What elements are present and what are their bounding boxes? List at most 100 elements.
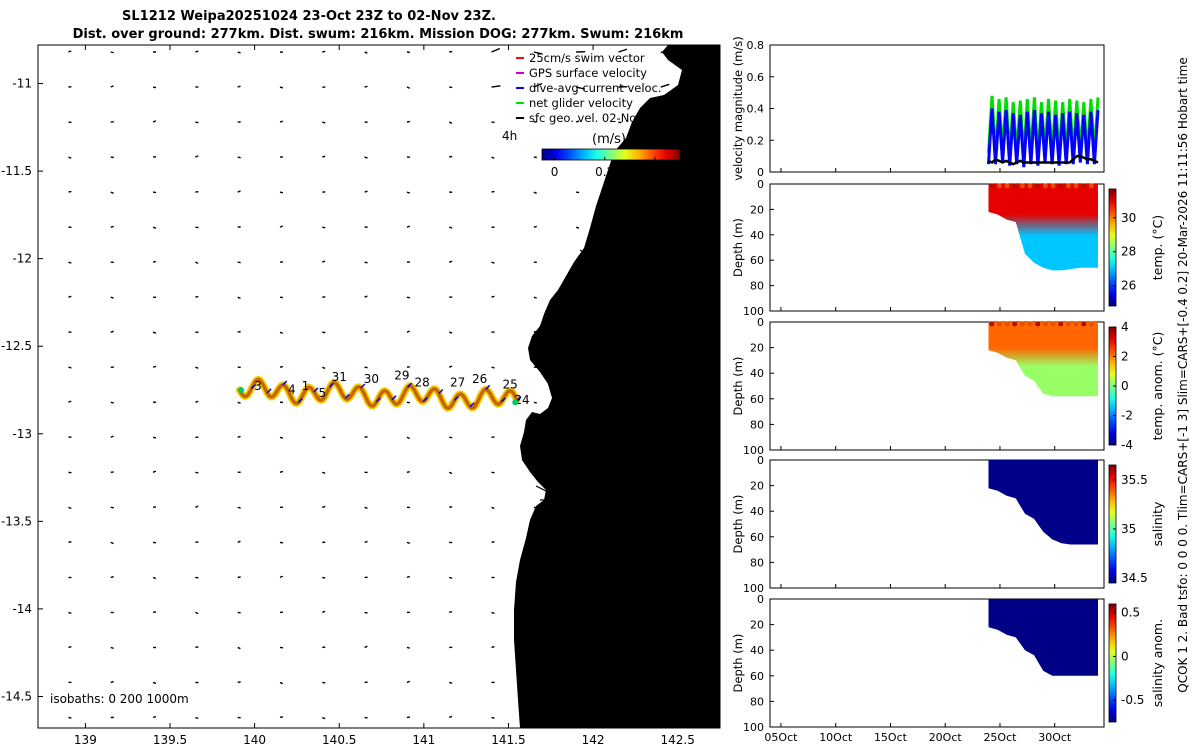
current-vector bbox=[575, 120, 580, 123]
temperature-surface-sample bbox=[1065, 183, 1071, 189]
current-vector bbox=[279, 120, 284, 123]
current-vector bbox=[533, 401, 537, 404]
current-vector bbox=[279, 541, 284, 544]
time-tick-label: 30Oct bbox=[1038, 731, 1072, 744]
current-vector bbox=[195, 471, 199, 474]
current-vector bbox=[110, 296, 114, 299]
current-vector bbox=[364, 190, 368, 193]
current-vector bbox=[152, 226, 157, 229]
dive-avg-vector bbox=[453, 395, 460, 401]
depth-tick-label: 20 bbox=[750, 619, 764, 632]
current-vector bbox=[110, 576, 114, 579]
depth-tick-label: 20 bbox=[750, 203, 764, 216]
current-vector bbox=[449, 576, 453, 579]
dive-avg-vector bbox=[329, 382, 335, 388]
current-vector bbox=[195, 121, 199, 124]
current-vector bbox=[364, 51, 368, 54]
y-tick-label: -14.5 bbox=[1, 689, 32, 703]
current-vector bbox=[491, 645, 495, 649]
velocity-y-tick-label: 0 bbox=[757, 166, 764, 179]
current-vector bbox=[152, 365, 157, 368]
current-vector bbox=[364, 85, 368, 88]
temperature-anomaly-surface-sample bbox=[1027, 321, 1033, 327]
current-vector bbox=[195, 505, 199, 508]
depth-tick-label: 80 bbox=[750, 418, 764, 431]
current-vector bbox=[195, 155, 199, 158]
isobaths-label: isobaths: 0 200 1000m bbox=[50, 692, 189, 706]
x-tick-label: 142 bbox=[582, 733, 605, 747]
depth-tick-label: 100 bbox=[743, 582, 764, 595]
current-vector bbox=[152, 436, 157, 439]
dive-avg-vector bbox=[344, 393, 350, 399]
current-vector bbox=[279, 225, 284, 228]
coastline-features bbox=[535, 249, 597, 501]
y-tick-label: -14 bbox=[12, 602, 32, 616]
x-tick-label: 141 bbox=[412, 733, 435, 747]
current-vector bbox=[68, 400, 72, 403]
track-day-label: 29 bbox=[394, 368, 409, 382]
current-vector bbox=[110, 330, 114, 333]
current-vector bbox=[491, 541, 495, 544]
current-vector bbox=[449, 610, 453, 614]
current-vector bbox=[68, 295, 72, 298]
salinity-anomaly-panel: 0 20 40 60 80 100 Depth (m) -0.5 0 0.5 salinity an… bbox=[731, 593, 1165, 734]
current-vector bbox=[364, 435, 368, 438]
dive-avg-vector bbox=[266, 388, 272, 394]
legend-label: dive-avg current veloc. bbox=[529, 81, 662, 95]
temperature-anomaly-data-region bbox=[988, 322, 1098, 397]
x-tick-label: 141.5 bbox=[491, 733, 525, 747]
depth-tick-label: 100 bbox=[743, 444, 764, 457]
current-vector bbox=[110, 85, 114, 88]
track-day-label: 3 bbox=[254, 379, 262, 393]
temperature-anomaly-colorbar-tick-label: 2 bbox=[1121, 350, 1129, 364]
current-vector bbox=[449, 226, 453, 229]
temperature-anomaly-surface-sample bbox=[1004, 321, 1010, 327]
track-day-label: 25 bbox=[503, 377, 518, 391]
depth-tick-label: 0 bbox=[757, 593, 764, 606]
current-vector bbox=[237, 435, 241, 438]
dive-avg-vector bbox=[313, 387, 319, 393]
current-vector bbox=[448, 121, 453, 124]
current-vector bbox=[110, 401, 114, 404]
velocity-y-tick-label: 0.4 bbox=[747, 103, 765, 116]
temperature-surface-sample bbox=[1004, 183, 1010, 189]
current-vector bbox=[448, 471, 453, 475]
current-vector bbox=[237, 401, 241, 404]
depth-tick-label: 60 bbox=[750, 531, 764, 544]
current-vector bbox=[152, 470, 157, 473]
temperature-surface-sample bbox=[1081, 183, 1087, 189]
depth-tick-label: 0 bbox=[757, 454, 764, 467]
map-colorbar-tick-label: 0 bbox=[551, 165, 559, 179]
current-vector bbox=[322, 471, 326, 474]
current-vector bbox=[406, 296, 411, 299]
current-vector bbox=[152, 260, 157, 263]
current-vector bbox=[279, 86, 284, 89]
current-vector bbox=[406, 680, 410, 684]
current-vector bbox=[406, 575, 410, 579]
glider-track: 24 25 26 27 28 29 30 31 14 5 3 bbox=[235, 368, 530, 412]
current-vector bbox=[448, 715, 453, 719]
current-vector bbox=[533, 296, 537, 299]
current-vector bbox=[618, 48, 628, 53]
current-vector bbox=[68, 50, 72, 53]
current-vector bbox=[533, 82, 543, 88]
current-vector bbox=[322, 505, 326, 509]
current-vector bbox=[195, 261, 199, 264]
time-tick-label: 25Oct bbox=[983, 731, 1017, 744]
legend-label: sfc geo. vel. 02-Nov-2025 bbox=[529, 111, 676, 125]
dive-avg-vector bbox=[360, 383, 366, 389]
temperature-anomaly-surface-sample bbox=[989, 321, 995, 327]
dive-avg-vector bbox=[422, 396, 428, 402]
corner-label: 4h bbox=[502, 129, 517, 143]
current-vector bbox=[68, 156, 72, 159]
temperature-y-label: Depth (m) bbox=[731, 218, 745, 277]
current-vector bbox=[533, 191, 537, 194]
dive-avg-vector bbox=[500, 397, 506, 403]
depth-tick-label: 100 bbox=[743, 305, 764, 318]
current-vector bbox=[406, 225, 410, 228]
velocity-y-tick-label: 0.6 bbox=[747, 71, 765, 84]
current-vector bbox=[618, 121, 622, 124]
temperature-anomaly-surface-sample bbox=[1081, 321, 1087, 327]
